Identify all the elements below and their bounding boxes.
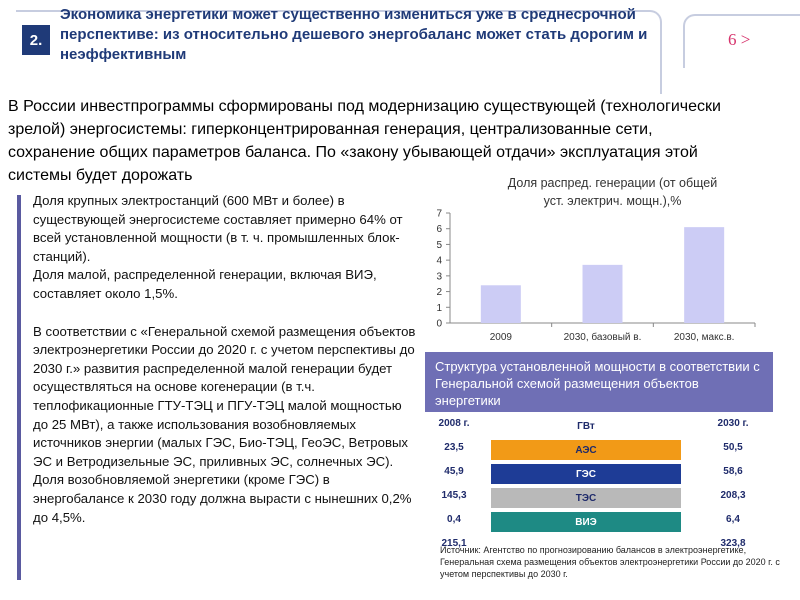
chart-title: Доля распред. генерации (от общей уст. э… <box>440 174 785 210</box>
table-total-row: 215,1 323,8 <box>425 534 775 558</box>
table-row: 0,4 ВИЭ 6,4 <box>425 510 775 534</box>
y-tick-label: 1 <box>436 303 442 314</box>
source-note: Источник: Агентство по прогнозированию б… <box>440 545 780 579</box>
band-thermal: ТЭС <box>491 488 681 508</box>
table-row: 45,9 ГЭС 58,6 <box>425 462 775 486</box>
intro-line: зрелой) энергосистемы: гиперконцентриров… <box>8 121 653 138</box>
total-2008: 215,1 <box>441 538 467 549</box>
y-tick-label: 0 <box>436 319 442 330</box>
table-header-row: 2008 г. ГВт 2030 г. <box>425 414 775 438</box>
value-2030: 58,6 <box>723 466 743 477</box>
col-2030-header: 2030 г. <box>717 418 749 429</box>
chart-bar <box>582 264 623 323</box>
x-tick-label: 2030, макс.в. <box>674 332 735 343</box>
y-tick-label: 4 <box>436 256 442 267</box>
chart-bar <box>480 285 521 323</box>
structure-table: 2008 г. ГВт 2030 г. 23,5 АЭС 50,5 45,9 Г… <box>425 414 775 558</box>
y-tick-label: 2 <box>436 287 442 298</box>
intro-line: системы будет дорожать <box>8 167 193 184</box>
total-2030: 323,8 <box>720 538 746 549</box>
structure-header: Структура установленной мощности в соотв… <box>425 352 773 412</box>
y-tick-label: 7 <box>436 209 442 220</box>
value-2008: 23,5 <box>444 442 464 453</box>
col-unit-header: ГВт <box>577 420 595 432</box>
intro-line: В России инвестпрограммы сформированы по… <box>8 98 721 115</box>
paragraph-large-plants: Доля крупных электростанций (600 МВт и б… <box>33 193 403 264</box>
header-frame <box>16 10 662 94</box>
value-2008: 145,3 <box>441 490 467 501</box>
section-number-badge: 2. <box>22 25 50 55</box>
band-renewables: ВИЭ <box>491 512 681 532</box>
value-2008: 0,4 <box>447 514 461 525</box>
paragraph-general-scheme: В соответствии с «Генеральной схемой раз… <box>33 323 416 525</box>
col-2008-header: 2008 г. <box>438 418 470 429</box>
value-2030: 50,5 <box>723 442 743 453</box>
value-2030: 208,3 <box>720 490 746 501</box>
paragraph-small-generation: Доля малой, распределенной генерации, вк… <box>33 267 377 301</box>
x-tick-label: 2030, базовый в. <box>564 331 642 343</box>
chart-bar <box>684 227 725 323</box>
value-2030: 6,4 <box>726 514 740 525</box>
table-row: 23,5 АЭС 50,5 <box>425 438 775 462</box>
table-row: 145,3 ТЭС 208,3 <box>425 486 775 510</box>
band-nuclear: АЭС <box>491 440 681 460</box>
value-2008: 45,9 <box>444 466 464 477</box>
y-tick-label: 5 <box>436 240 442 251</box>
slide-title: Экономика энергетики может существенно и… <box>60 6 648 63</box>
chart-title-line: уст. электрич. мощн.),% <box>543 194 682 208</box>
slide-number-frame <box>683 14 800 68</box>
y-tick-label: 3 <box>436 271 442 282</box>
distributed-generation-chart: 0 1 2 3 4 5 6 7 2009 2030, базовый в. 2030, макс.в… <box>436 209 756 343</box>
intro-line: сохранение общих параметров баланса. По … <box>8 144 698 161</box>
next-slide-link[interactable]: 6 > <box>728 30 751 49</box>
left-column-text: Доля крупных электростанций (600 МВт и б… <box>33 192 418 527</box>
left-accent-bar <box>17 195 21 580</box>
x-tick-label: 2009 <box>490 332 513 343</box>
intro-paragraph: В России инвестпрограммы сформированы по… <box>8 95 798 187</box>
band-hydro: ГЭС <box>491 464 681 484</box>
chart-title-line: Доля распред. генерации (от общей <box>507 176 718 190</box>
y-tick-label: 6 <box>436 224 442 235</box>
